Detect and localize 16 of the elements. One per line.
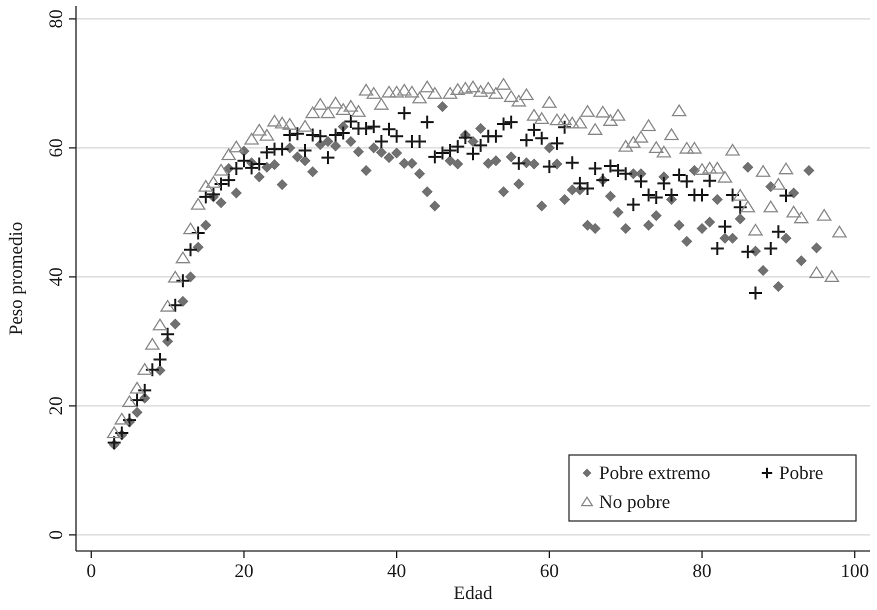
y-tick-label: 0 <box>46 530 67 540</box>
x-tick-label: 80 <box>692 561 712 582</box>
x-tick-label: 40 <box>387 561 406 582</box>
legend-label: Pobre extremo <box>599 463 710 484</box>
y-tick-label: 20 <box>46 396 67 416</box>
legend-label: Pobre <box>779 463 824 484</box>
y-axis-title: Peso promedio <box>6 222 27 336</box>
x-tick-label: 60 <box>540 561 559 582</box>
y-tick-label: 40 <box>46 267 67 286</box>
x-axis-title: Edad <box>453 583 494 604</box>
y-tick-label: 60 <box>46 138 67 158</box>
x-tick-label: 20 <box>234 561 254 582</box>
x-tick-label: 0 <box>86 561 96 582</box>
legend-label: No pobre <box>599 492 670 513</box>
y-tick-label: 80 <box>46 9 67 28</box>
x-tick-label: 100 <box>840 561 869 582</box>
